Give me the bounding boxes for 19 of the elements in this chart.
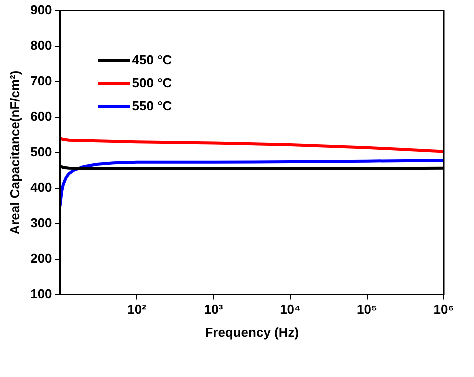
x-axis-title: Frequency (Hz) [205, 324, 300, 340]
x-tick-label: 10⁴ [280, 302, 301, 318]
y-tick-label: 800 [30, 38, 52, 53]
y-axis-title: Areal Capacitance(nF/cm²) [7, 70, 22, 235]
legend-label: 500 °C [132, 75, 173, 90]
legend-label: 450 °C [132, 52, 173, 68]
x-tick-label: 10⁶ [434, 302, 454, 318]
x-tick-label: 10³ [204, 302, 224, 318]
x-tick-label: 10⁵ [356, 302, 378, 318]
legend-label: 550 °C [132, 98, 173, 114]
y-tick-label: 500 [30, 144, 52, 160]
y-tick-label: 400 [30, 180, 52, 195]
y-tick-label: 600 [30, 108, 52, 124]
x-tick-label: 10² [128, 302, 148, 318]
y-tick-label: 200 [30, 250, 52, 266]
y-tick-label: 100 [30, 286, 52, 302]
y-tick-label: 900 [30, 2, 52, 18]
y-tick-label: 700 [30, 73, 52, 88]
y-tick-label: 300 [30, 215, 52, 230]
